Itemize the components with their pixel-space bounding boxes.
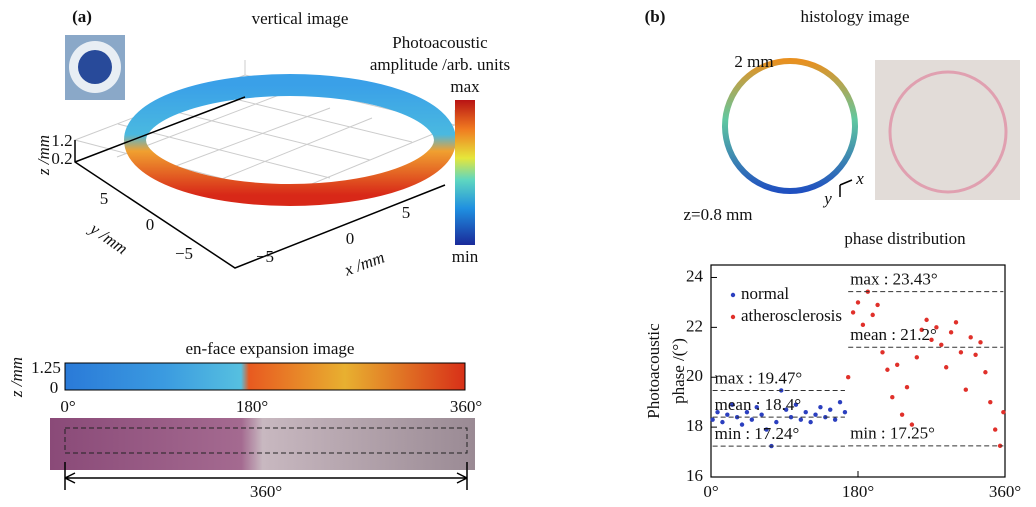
enface-z-tick: 0 [50, 378, 59, 397]
orient-x: x [855, 169, 864, 188]
point [895, 363, 899, 367]
y-axis-label: Photoacoustic [644, 323, 663, 419]
point [890, 395, 894, 399]
point [983, 370, 987, 374]
point [944, 365, 948, 369]
enface-x-tick: 180° [236, 397, 268, 416]
y-tick-label: 18 [686, 416, 703, 435]
enface-z-label: z /mm [7, 357, 26, 398]
annotation-label: max : 23.43° [850, 270, 938, 289]
point [813, 412, 817, 416]
point [1001, 410, 1005, 414]
y-tick-label: 5 [100, 189, 109, 208]
point [924, 318, 928, 322]
point [885, 368, 889, 372]
point [978, 340, 982, 344]
colorbar-title: amplitude /arb. units [370, 55, 510, 74]
point [710, 417, 714, 421]
point [875, 303, 879, 307]
point [939, 343, 943, 347]
colorbar-max: max [450, 77, 480, 96]
point [954, 320, 958, 324]
point [880, 350, 884, 354]
histology-photo [875, 60, 1020, 200]
depth-label: z=0.8 mm [683, 205, 752, 224]
point [828, 407, 832, 411]
point [750, 417, 754, 421]
enface-strip [65, 363, 465, 390]
point [964, 388, 968, 392]
point [838, 400, 842, 404]
annotation-label: min : 17.25° [850, 424, 935, 443]
annotation-label: mean : 18.4° [715, 395, 802, 414]
tissue-photo [50, 418, 475, 470]
chart-title: phase distribution [844, 229, 966, 248]
y-axis-label: phase /(°) [669, 338, 688, 404]
point [833, 417, 837, 421]
scale-label: 2 mm [734, 52, 773, 71]
point [969, 335, 973, 339]
point [808, 420, 812, 424]
point [993, 427, 997, 431]
panel-label: (a) [72, 7, 92, 26]
z-tick-label: 0.2 [51, 149, 72, 168]
x-tick-label: 0° [703, 482, 718, 501]
annotation-label: max : 19.47° [715, 368, 803, 387]
point [871, 313, 875, 317]
x-tick-label: 180° [842, 482, 874, 501]
point [818, 405, 822, 409]
legend-marker [731, 293, 735, 297]
point [900, 412, 904, 416]
point [856, 300, 860, 304]
point [973, 353, 977, 357]
orient-y: y [822, 189, 832, 208]
annotation-label: mean : 21.2° [850, 325, 937, 344]
x-tick-label: 0 [346, 229, 355, 248]
x-axis-label: x /mm [341, 248, 387, 280]
z-axis-label: z /mm [34, 135, 53, 176]
scatter-chart: 16 18 20 22 24 0° 180° 360° Photoacoustic phase /… [644, 265, 1021, 501]
z-tick-label: 1.2 [51, 131, 72, 150]
legend-marker [731, 315, 735, 319]
colorbar [455, 100, 475, 245]
figure: (a) vertical image z /mm 1.2 0.2 y /mm 5… [0, 0, 1036, 507]
y-tick-label: 24 [686, 266, 704, 285]
panel-label: (b) [645, 7, 666, 26]
page: (a) vertical image z /mm 1.2 0.2 y /mm 5… [0, 0, 1036, 507]
y-tick-label: 22 [686, 316, 703, 335]
point [959, 350, 963, 354]
point [804, 410, 808, 414]
point [851, 310, 855, 314]
y-tick-label: 20 [686, 366, 703, 385]
y-axis-label: y /mm [85, 218, 131, 258]
y-tick-label: −5 [175, 244, 193, 263]
annotation-label: min : 17.24° [715, 424, 800, 443]
point [905, 385, 909, 389]
enface-x-tick: 0° [60, 397, 75, 416]
legend-label: atherosclerosis [741, 306, 842, 325]
point [799, 417, 803, 421]
point [846, 375, 850, 379]
x-tick-label: 360° [989, 482, 1021, 501]
panel-title: histology image [800, 7, 909, 26]
photo-lumen [78, 50, 112, 84]
x-tick-label: 5 [402, 203, 411, 222]
x-tick-label: −5 [256, 247, 274, 266]
legend-label: normal [741, 284, 789, 303]
enface-x-tick: 360° [450, 397, 482, 416]
point [988, 400, 992, 404]
y-tick-label: 0 [146, 215, 155, 234]
enface-title: en-face expansion image [186, 339, 355, 358]
span-label: 360° [250, 482, 282, 501]
enface-z-tick: 1.25 [31, 358, 61, 377]
colorbar-min: min [452, 247, 479, 266]
panel-title: vertical image [252, 9, 349, 28]
orientation [840, 180, 852, 197]
y-tick-label: 16 [686, 466, 703, 485]
point [843, 410, 847, 414]
point [915, 355, 919, 359]
colorbar-title: Photoacoustic [392, 33, 488, 52]
histology-ring [725, 61, 855, 191]
point [949, 330, 953, 334]
